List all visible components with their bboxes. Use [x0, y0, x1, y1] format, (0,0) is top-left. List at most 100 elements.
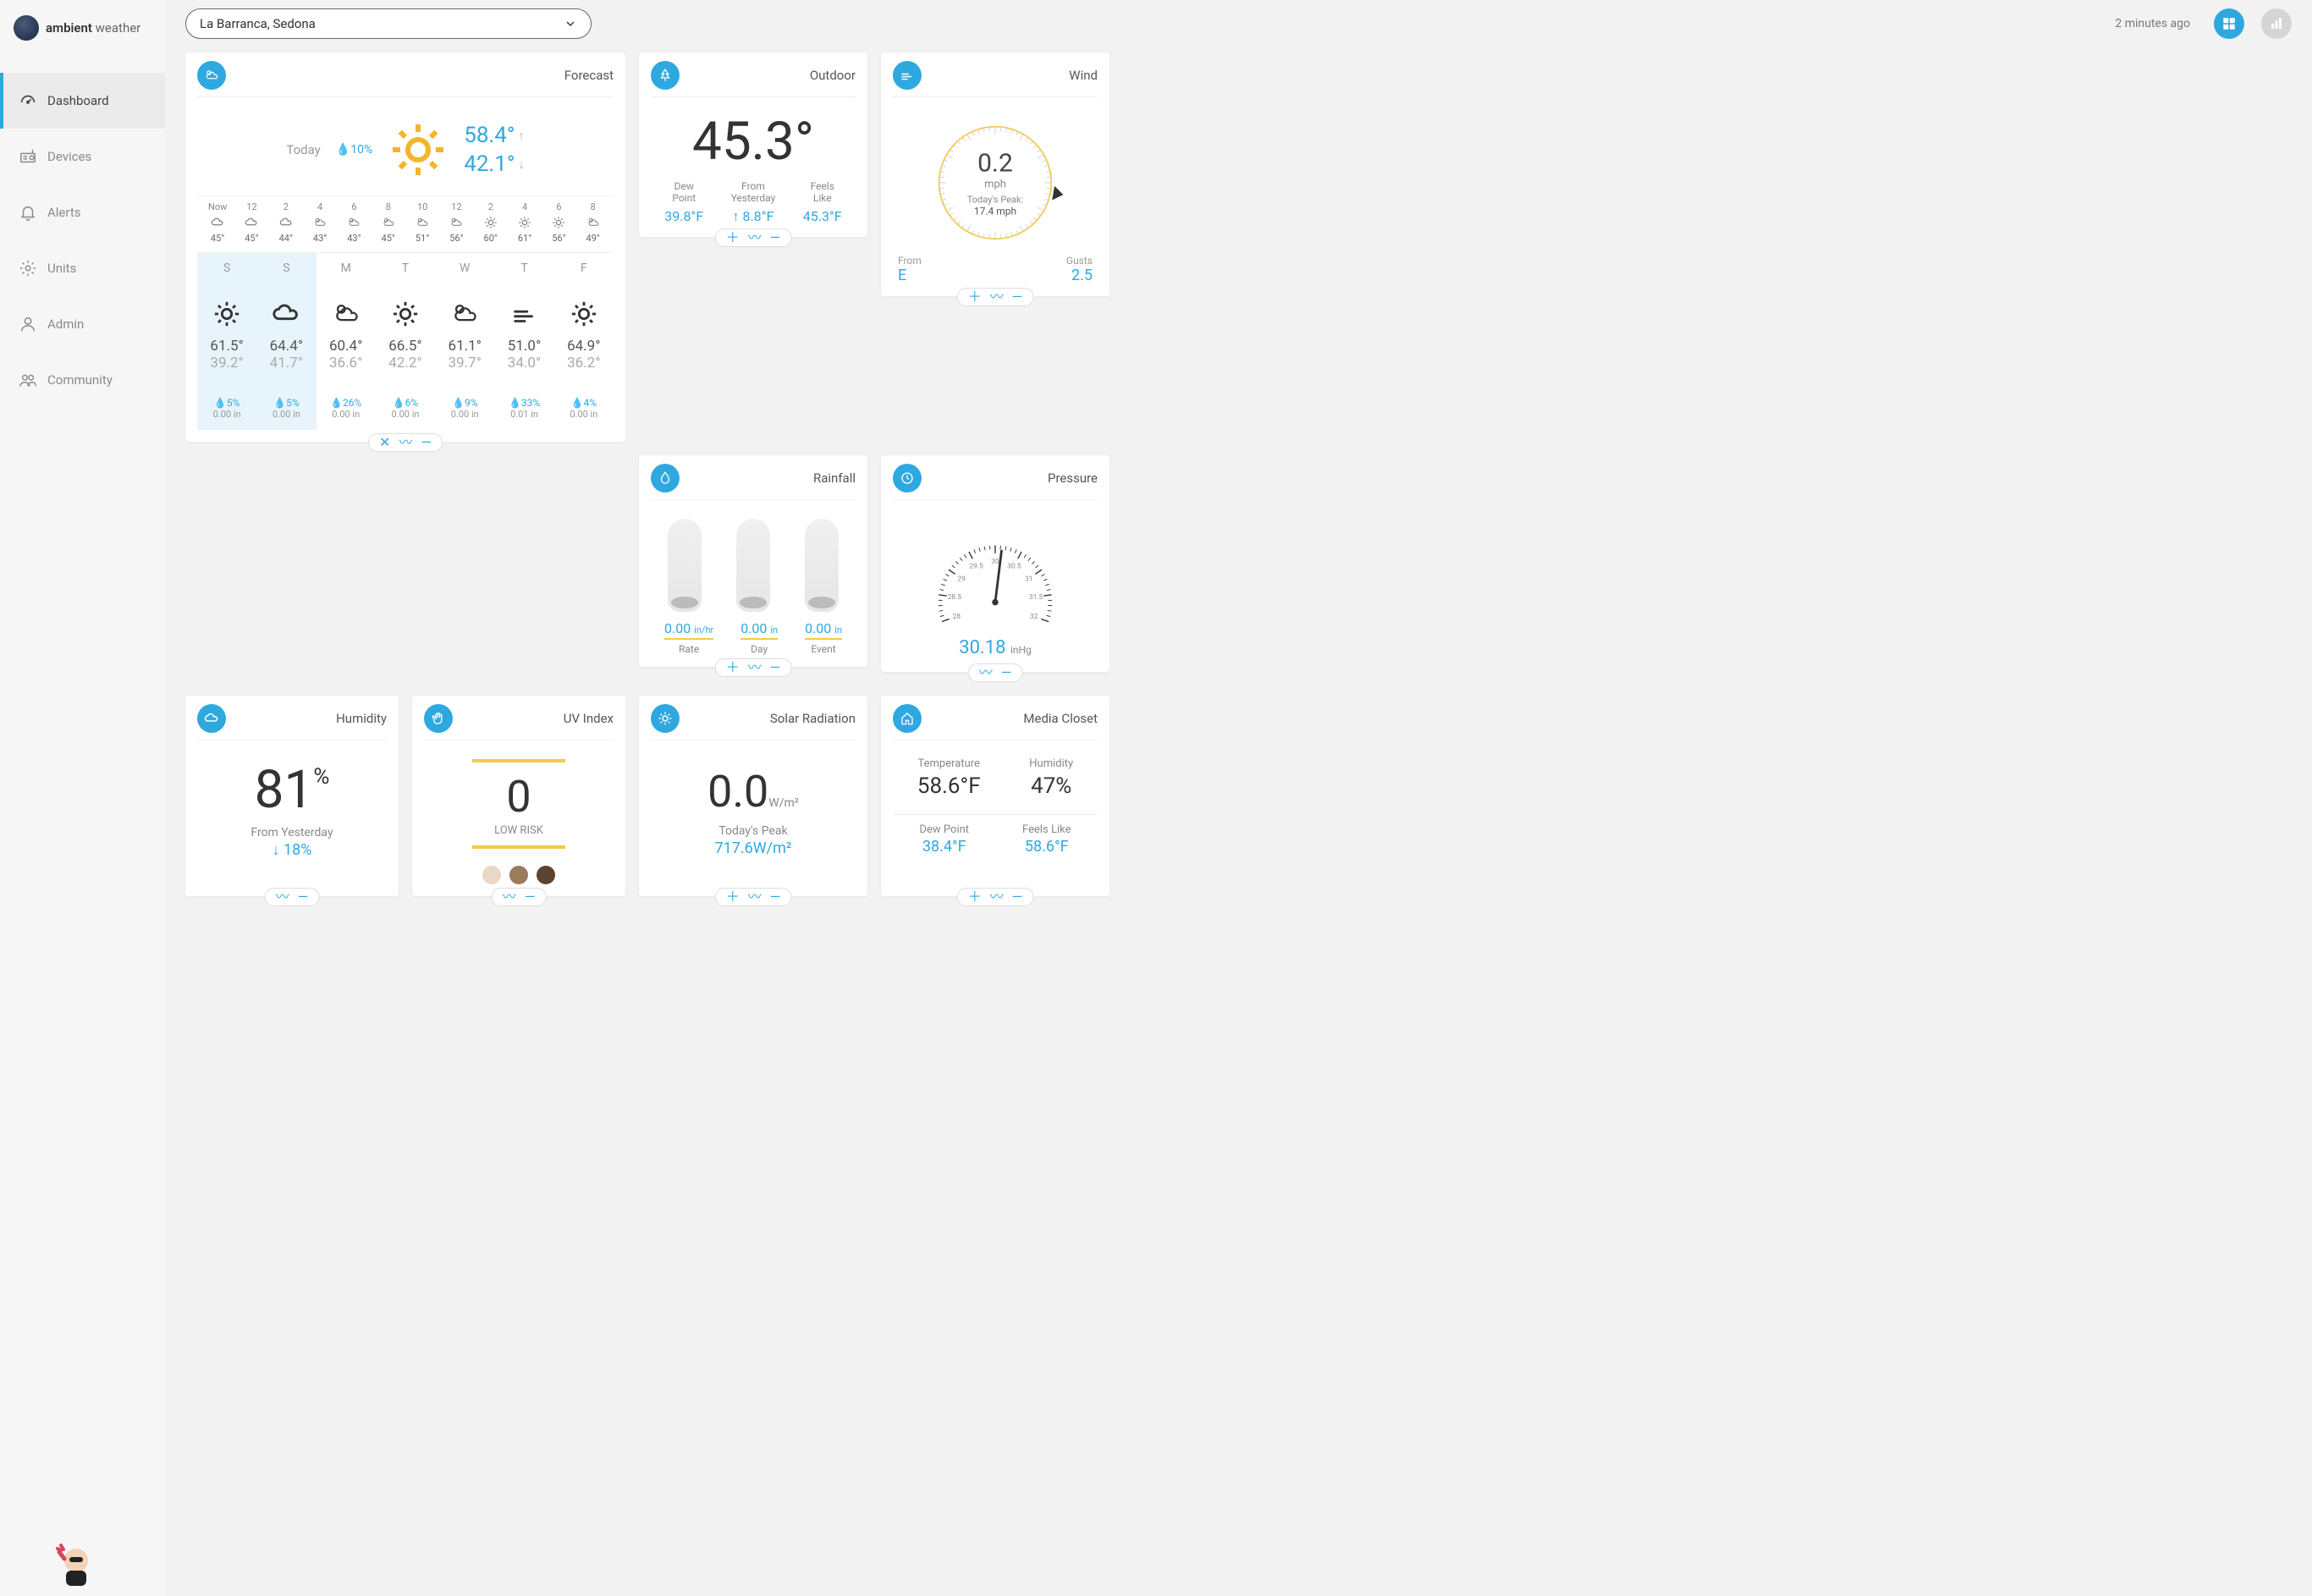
card-actions: ✕ 〰 — [368, 433, 443, 452]
location-dropdown[interactable]: La Barranca, Sedona [185, 8, 592, 39]
rain-value: 0.00 inDay [740, 620, 778, 655]
bars-icon [2269, 16, 2284, 31]
people-icon [19, 371, 37, 389]
wind-speed: 0.2 [967, 149, 1024, 179]
today-high: 58.4°↑ [464, 123, 524, 148]
add-action[interactable]: ＋ [968, 890, 982, 904]
graph-action[interactable]: 〰 [990, 290, 1004, 304]
add-action[interactable]: ＋ [726, 890, 740, 904]
sidebar-item-devices[interactable]: Devices [0, 129, 165, 184]
hourly-col: 260° [474, 201, 508, 244]
logo-text: ambient weather [46, 20, 140, 36]
collapse-action[interactable]: — [1012, 890, 1023, 904]
radio-icon [19, 147, 37, 166]
collapse-action[interactable]: — [525, 890, 536, 904]
svg-text:28.5: 28.5 [948, 593, 962, 602]
graph-action[interactable]: 〰 [748, 231, 762, 245]
uv-dots [424, 866, 614, 884]
close-action[interactable]: ✕ [379, 436, 390, 449]
svg-text:29: 29 [958, 575, 966, 584]
sidebar-item-alerts[interactable]: Alerts [0, 184, 165, 240]
grid-view-button[interactable] [2214, 8, 2244, 39]
graph-action[interactable]: 〰 [503, 890, 516, 904]
svg-text:28: 28 [953, 613, 961, 621]
daily-col[interactable]: T 51.0° 34.0° 💧33% 0.01 in [494, 252, 553, 430]
hourly-col: 244° [269, 201, 303, 244]
chevron-down-icon [564, 17, 577, 30]
collapse-action[interactable]: — [1012, 290, 1023, 304]
hourly-col: Now45° [201, 201, 234, 244]
sidebar-item-community[interactable]: Community [0, 352, 165, 408]
collapse-action[interactable]: — [770, 890, 781, 904]
wind-gusts-label: Gusts [1066, 255, 1093, 267]
today-low: 42.1°↓ [464, 151, 524, 177]
svg-text:29.5: 29.5 [969, 562, 983, 570]
dew-label: DewPoint [664, 180, 703, 205]
add-action[interactable]: ＋ [726, 661, 740, 674]
daily-col[interactable]: T 66.5° 42.2° 💧6% 0.00 in [376, 252, 435, 430]
forecast-today: Today 💧10% 58.4°↑ 42.1°↓ [197, 107, 614, 195]
hourly-col: 643° [337, 201, 371, 244]
pressure-gauge: 2828.52929.53030.53131.532 30.18 inHg [893, 510, 1098, 660]
outdoor-card: Outdoor 45.3° DewPoint39.8°F FromYesterd… [639, 52, 867, 237]
sun-icon [651, 704, 680, 733]
collapse-action[interactable]: — [770, 661, 781, 674]
today-label: Today [286, 142, 320, 157]
daily-col[interactable]: M 60.4° 36.6° 💧26% 0.00 in [317, 252, 376, 430]
sidebar: ambient weather Dashboard Devices Alerts… [0, 0, 165, 1596]
dew-val: 39.8°F [664, 208, 703, 224]
rain-tube [736, 519, 770, 612]
daily-col[interactable]: S 64.4° 41.7° 💧5% 0.00 in [256, 252, 316, 430]
feels-label: FeelsLike [803, 180, 842, 205]
add-action[interactable]: ＋ [968, 290, 982, 304]
pressure-card: Pressure 2828.52929.53030.53131.532 30.1… [881, 455, 1109, 672]
sidebar-item-admin[interactable]: Admin [0, 296, 165, 352]
add-action[interactable]: ＋ [726, 231, 740, 245]
mc-temp-label: Temperature [917, 757, 981, 770]
sidebar-item-label: Community [47, 372, 113, 388]
collapse-action[interactable]: — [298, 890, 309, 904]
hand-icon [424, 704, 453, 733]
graph-action[interactable]: 〰 [748, 661, 762, 674]
today-rain: 💧10% [336, 143, 372, 157]
graph-action[interactable]: 〰 [990, 890, 1004, 904]
card-title: Humidity [336, 711, 387, 726]
card-title: Pressure [1048, 471, 1098, 486]
avatar-icon[interactable] [51, 1537, 102, 1588]
wind-from-val: E [898, 267, 922, 284]
rainfall-card: Rainfall 0.00 in/hrRate0.00 inDay0.00 in… [639, 455, 867, 667]
sidebar-item-dashboard[interactable]: Dashboard [0, 73, 165, 129]
daily-col[interactable]: F 64.9° 36.2° 💧4% 0.00 in [554, 252, 614, 430]
humidity-sub: From Yesterday [197, 826, 387, 839]
topbar: La Barranca, Sedona 2 minutes ago [185, 0, 2292, 52]
collapse-action[interactable]: — [1001, 666, 1012, 680]
pressure-value: 30.18 inHg [893, 637, 1098, 658]
graph-action[interactable]: 〰 [276, 890, 289, 904]
hourly-col: 1245° [234, 201, 268, 244]
wind-peak-val: 17.4 mph [967, 206, 1024, 217]
uv-card: UV Index 0 LOW RISK 〰 — [412, 696, 625, 896]
solar-card: Solar Radiation 0.0W/m² Today's Peak 717… [639, 696, 867, 896]
daily-col[interactable]: S 61.5° 39.2° 💧5% 0.00 in [197, 252, 256, 430]
collapse-action[interactable]: — [421, 436, 432, 449]
svg-text:31: 31 [1025, 575, 1032, 584]
chart-view-button[interactable] [2261, 8, 2292, 39]
wind-icon [893, 61, 922, 90]
sidebar-item-label: Alerts [47, 205, 81, 220]
rain-tube [805, 519, 839, 612]
wind-gusts-val: 2.5 [1066, 267, 1093, 284]
card-title: Forecast [564, 68, 614, 83]
graph-action[interactable]: 〰 [979, 666, 993, 680]
collapse-action[interactable]: — [770, 231, 781, 245]
feels-val: 45.3°F [803, 208, 842, 224]
graph-action[interactable]: 〰 [399, 436, 412, 449]
humidity-card: Humidity 81% From Yesterday ↓ 18% 〰 — [185, 696, 399, 896]
daily-col[interactable]: W 61.1° 39.7° 💧9% 0.00 in [435, 252, 494, 430]
rain-value: 0.00 in/hrRate [664, 620, 713, 655]
yest-label: FromYesterday [731, 180, 776, 205]
card-actions: ＋ 〰 — [957, 888, 1034, 906]
sidebar-item-units[interactable]: Units [0, 240, 165, 296]
media-closet-card: Media Closet Temperature58.6°F Humidity4… [881, 696, 1109, 896]
sidebar-item-label: Devices [47, 149, 91, 164]
graph-action[interactable]: 〰 [748, 890, 762, 904]
